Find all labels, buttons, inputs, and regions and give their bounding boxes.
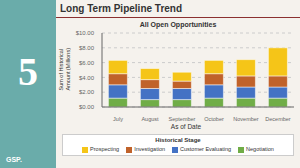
svg-text:$10.00: $10.00 xyxy=(76,30,95,36)
svg-text:$0.00: $0.00 xyxy=(79,104,95,110)
svg-text:$2.00: $2.00 xyxy=(79,89,95,95)
svg-text:August2016: August2016 xyxy=(141,116,159,123)
svg-text:$8.00: $8.00 xyxy=(79,45,95,51)
svg-text:$6.00: $6.00 xyxy=(79,60,95,66)
html-text:Customer Evaluating: Customer Evaluating xyxy=(180,146,232,152)
html-text:Sum of Historical Amount (Mill: Sum of Historical Amount (Millions) xyxy=(57,48,70,91)
svg-text:$4.00: $4.00 xyxy=(79,75,95,81)
html-text:Historical Stage: Historical Stage xyxy=(155,137,201,143)
svg-text:November20.: November20. xyxy=(233,116,259,123)
html-text:Investigation: Investigation xyxy=(134,146,165,152)
html-text:Long Term Pipeline Trend: Long Term Pipeline Trend xyxy=(60,3,183,14)
svg-text:December20.: December20. xyxy=(265,116,291,123)
html-text:Prospecting: Prospecting xyxy=(90,146,120,152)
html-text:Negotiation: Negotiation xyxy=(246,146,274,152)
svg-text:September20.: September20. xyxy=(169,116,196,123)
svg-text:October2016: October2016 xyxy=(204,116,224,123)
html-text:All Open Opportunities: All Open Opportunities xyxy=(139,21,217,28)
svg-text:July2016: July2016 xyxy=(112,116,124,123)
html-text:As of Date: As of Date xyxy=(170,123,202,130)
html-text:5: 5 xyxy=(18,49,38,94)
html-text:GSP.: GSP. xyxy=(6,156,22,163)
